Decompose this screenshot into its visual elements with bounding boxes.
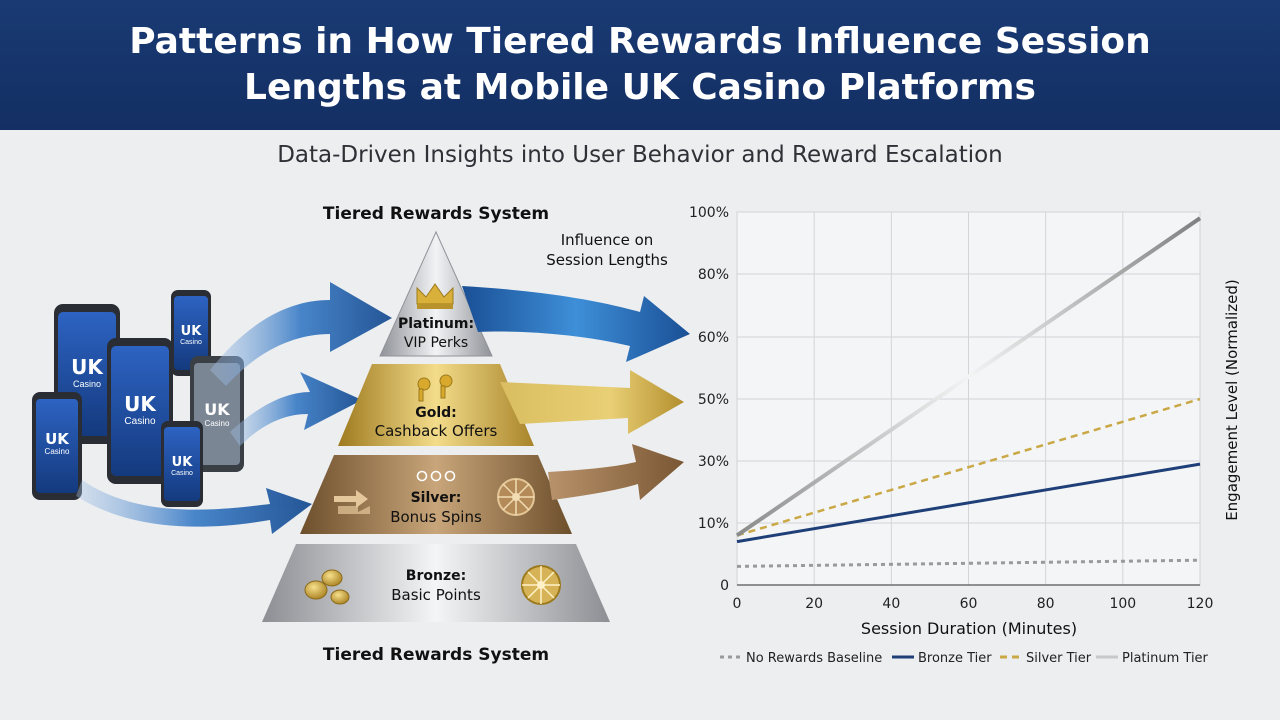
spin-wheel-icon (497, 478, 535, 516)
legend-label: Silver Tier (1026, 651, 1092, 666)
y-tick-label: 10% (698, 516, 729, 532)
x-tick-label: 0 (733, 596, 742, 612)
crown-icon (416, 283, 454, 309)
tier-bronze-perk: Basic Points (391, 586, 481, 604)
x-tick-label: 80 (1037, 596, 1055, 612)
y-tick-label: 50% (698, 392, 729, 408)
y-tick-label: 0 (720, 578, 729, 594)
coins-icon (304, 569, 350, 605)
influence-label-line1: Influence on (561, 231, 654, 249)
x-tick-labels: 0 20 40 60 80 100 120 (733, 596, 1214, 612)
gold-influence-arrow (500, 370, 684, 434)
y-tick-label: 100% (689, 205, 729, 221)
y-axis-label: Engagement Level (Normalized) (1223, 279, 1241, 521)
phone-logo-text: UK (181, 324, 203, 339)
legend-label: Platinum Tier (1122, 651, 1209, 666)
phone-group: UK Casino UK Casino UK Casino UK Casino … (32, 290, 244, 507)
legend-label: No Rewards Baseline (746, 651, 882, 666)
y-tick-label: 60% (698, 330, 729, 346)
x-tick-label: 40 (882, 596, 900, 612)
tier-bronze-name: Bronze: (406, 568, 466, 584)
legend-label: Bronze Tier (918, 651, 992, 666)
x-tick-label: 60 (960, 596, 978, 612)
series-line-bronze-tier (736, 462, 1201, 544)
phone-icon: UK Casino (161, 421, 203, 507)
phone-logo-text: UK (71, 355, 104, 379)
series-line-no-rewards-baseline (736, 558, 1201, 568)
page-subtitle: Data-Driven Insights into User Behavior … (277, 142, 1003, 168)
tier-bronze-block (262, 544, 610, 622)
phone-logo-subtext: Casino (73, 379, 101, 389)
series-line-platinum-tier (735, 216, 1202, 538)
phone-logo-text: UK (45, 430, 70, 448)
phone-logo-text: UK (204, 400, 230, 419)
phone-icon: UK Casino (190, 356, 244, 472)
phone-logo-subtext: Casino (45, 447, 70, 456)
slot-symbols-icon (416, 470, 456, 482)
page-title: Patterns in How Tiered Rewards Influence… (129, 21, 1151, 108)
tier-gold-block (338, 364, 534, 446)
influence-label-line2: Session Lengths (546, 251, 668, 269)
arrow-to-platinum (210, 282, 392, 386)
outgoing-arrows (462, 286, 690, 500)
x-tick-label: 120 (1187, 596, 1214, 612)
keys-icon (417, 374, 453, 402)
phone-logo-text: UK (172, 455, 194, 470)
incoming-arrows (76, 282, 392, 534)
tier-platinum-name: Platinum: (398, 316, 474, 332)
phone-icon: UK Casino (107, 338, 173, 484)
tier-platinum-perk: VIP Perks (404, 335, 468, 351)
pyramid-top-label: Tiered Rewards System (323, 204, 549, 224)
silver-influence-arrow (548, 444, 684, 500)
series-lines (735, 216, 1202, 568)
chart-grid (736, 211, 1201, 586)
x-axis-label: Session Duration (Minutes) (861, 619, 1077, 638)
phone-logo-subtext: Casino (124, 416, 156, 427)
phone-logo-subtext: Casino (180, 339, 202, 346)
tier-silver-name: Silver: (411, 490, 462, 506)
tier-silver-block (300, 455, 572, 534)
y-tick-label: 30% (698, 454, 729, 470)
tier-gold-name: Gold: (415, 405, 457, 421)
phone-logo-subtext: Casino (171, 470, 193, 477)
series-line-silver-tier (736, 397, 1201, 537)
y-tick-labels: 0 10% 30% 50% 60% 80% 100% (689, 205, 729, 594)
phone-icon: UK Casino (32, 392, 82, 500)
pyramid-bottom-label: Tiered Rewards System (323, 645, 549, 665)
chart-legend: No Rewards Baseline Bronze Tier Silver Tie… (720, 651, 1209, 666)
line-chart: 0 10% 30% 50% 60% 80% 100% 0 20 40 60 80 100 120 Ses… (689, 205, 1241, 666)
phone-logo-subtext: Casino (205, 419, 230, 428)
phone-logo-text: UK (124, 392, 157, 416)
x-tick-label: 20 (805, 596, 823, 612)
arrow-to-silver (76, 480, 312, 534)
tier-gold-perk: Cashback Offers (375, 422, 498, 440)
y-tick-label: 80% (698, 267, 729, 283)
phone-icon: UK Casino (171, 290, 211, 376)
prize-wheel-icon (521, 565, 561, 605)
swap-arrows-icon (334, 490, 370, 514)
arrow-to-gold (230, 372, 362, 446)
platinum-influence-arrow (462, 286, 690, 362)
x-tick-label: 100 (1109, 596, 1136, 612)
title-banner: Patterns in How Tiered Rewards Influence… (0, 0, 1280, 130)
tier-silver-perk: Bonus Spins (390, 508, 482, 526)
